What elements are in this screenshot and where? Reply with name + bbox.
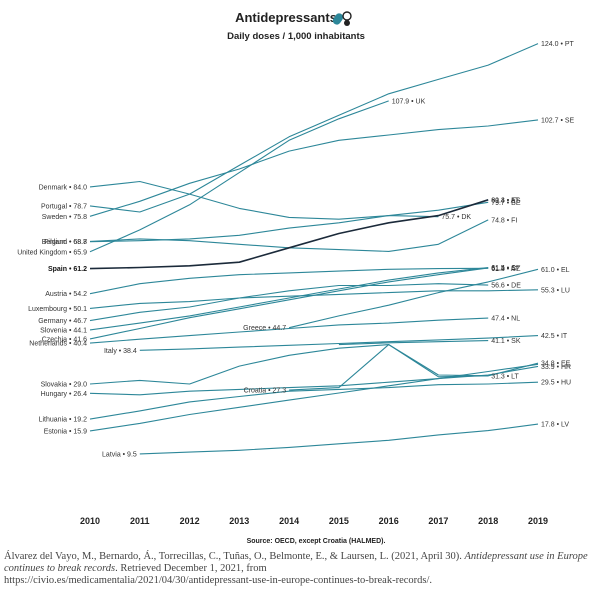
- start-label-estonia: Estonia • 15.9: [44, 428, 87, 435]
- series-line-estonia: [89, 363, 539, 432]
- start-label-denmark: Denmark • 84.0: [39, 184, 87, 191]
- citation-url[interactable]: https://civio.es/medicamentalia/2021/04/…: [4, 575, 433, 586]
- x-tick-2014: 2014: [279, 516, 299, 526]
- series-line-slovakia: [338, 340, 489, 346]
- series-line-luxembourg: [89, 289, 539, 309]
- end-label-denmark: 75.7 • DK: [441, 214, 471, 221]
- series-line-czechia: [89, 267, 489, 340]
- series-line-portugal: [89, 43, 539, 213]
- x-tick-2016: 2016: [379, 516, 399, 526]
- series-line-sweden: [89, 119, 539, 217]
- start-label-luxembourg: Luxembourg • 50.1: [28, 306, 87, 313]
- series-line-netherlands: [89, 317, 489, 344]
- start-label-united-kingdom: United Kingdom • 65.9: [17, 249, 87, 256]
- plot-lines: [89, 43, 539, 455]
- series-line-hungary: [89, 365, 539, 396]
- series-line-croatia: [289, 344, 489, 391]
- x-tick-2019: 2019: [528, 516, 548, 526]
- series-line-italy: [139, 335, 539, 351]
- chart: Antidepressants Daily doses / 1,000 inha…: [17, 10, 574, 545]
- start-label-hungary: Hungary • 26.4: [41, 391, 88, 398]
- citation-title: Antidepressant use in Europe continues t…: [4, 551, 588, 574]
- citation: Álvarez del Vayo, M., Bernardo, Á., Torr…: [4, 551, 594, 587]
- start-label-czechia: Czechia • 41.6: [42, 336, 87, 343]
- start-label-sweden: Sweden • 75.8: [42, 214, 87, 221]
- start-label-slovenia: Slovenia • 44.1: [40, 327, 87, 334]
- series-line-latvia: [139, 423, 539, 455]
- end-label-belgium: 79.7 • BE: [491, 200, 521, 207]
- x-tick-2010: 2010: [80, 516, 100, 526]
- x-axis: 2010 2011 2012 2013 2014 2015 2016 2017 2018 2019: [80, 516, 548, 526]
- end-label-netherlands: 47.4 • NL: [491, 316, 520, 323]
- end-label-lithuania: 29.5 • HU: [541, 380, 571, 387]
- x-tick-2015: 2015: [329, 516, 349, 526]
- start-label-italy: Italy • 38.4: [104, 348, 137, 355]
- x-tick-2018: 2018: [478, 516, 498, 526]
- series-line-austria: [89, 267, 489, 295]
- start-label-austria: Austria • 54.2: [45, 291, 87, 298]
- end-label-spain: 80.4 • ES: [491, 197, 521, 204]
- end-label-slovakia: 41.1 • SK: [491, 338, 521, 345]
- end-label-hungary: 33.9 • HR: [541, 364, 571, 371]
- end-label-spain-highlight: 61.3 • AT: [491, 197, 520, 204]
- plot-labels: Portugal • 78.7 124.0 • PT United Kingdom …: [17, 41, 574, 458]
- start-label-finland: Finland • 68.8: [44, 239, 87, 246]
- start-label-lithuania: Lithuania • 19.2: [39, 417, 87, 424]
- x-tick-2011: 2011: [130, 516, 150, 526]
- x-tick-2013: 2013: [229, 516, 249, 526]
- end-label-italy: 42.5 • IT: [541, 333, 568, 340]
- chart-header: Antidepressants Daily doses / 1,000 inha…: [227, 10, 365, 42]
- series-line-germany: [89, 283, 489, 322]
- end-label-latvia: 17.8 • LV: [541, 422, 569, 429]
- x-tick-2017: 2017: [428, 516, 448, 526]
- series-line-belgium: [89, 201, 489, 243]
- start-label-portugal: Portugal • 78.7: [41, 203, 87, 210]
- end-label-sweden: 102.7 • SE: [541, 117, 575, 124]
- citation-retrieved: . Retrieved December 1, 2021, from: [115, 563, 267, 574]
- end-label-portugal: 124.0 • PT: [541, 41, 575, 48]
- end-label-austria: 61.3 • AT: [491, 266, 520, 273]
- series-line-lithuania: [89, 381, 539, 420]
- series-line-united-kingdom: [89, 100, 389, 253]
- series-line-slovakia-line: [89, 344, 539, 385]
- x-tick-2012: 2012: [180, 516, 200, 526]
- start-label-slovakia-line: Slovakia • 29.0: [41, 382, 88, 389]
- start-label-netherlands: Netherlands • 40.4: [29, 341, 87, 348]
- end-label-greece: 61.0 • EL: [541, 267, 570, 274]
- start-label-germany: Germany • 46.7: [38, 318, 87, 325]
- start-label-latvia: Latvia • 9.5: [102, 451, 137, 458]
- end-label-slovakia-line: 34.8 • EE: [541, 361, 571, 368]
- series-line-spain-highlight: [89, 199, 489, 270]
- series-line-denmark: [89, 180, 439, 220]
- start-label-spain-highlight: Spain • 61.2: [48, 266, 87, 273]
- citation-authors: Álvarez del Vayo, M., Bernardo, Á., Torr…: [4, 551, 465, 562]
- start-label-greece: Greece • 44.7: [243, 325, 286, 332]
- end-label-czechia: 61.4 • CZ: [491, 265, 521, 272]
- chart-source: Source: OECD, except Croatia (HALMED).: [247, 538, 386, 545]
- end-label-finland: 74.8 • FI: [491, 217, 517, 224]
- end-label-luxembourg: 55.3 • LU: [541, 287, 570, 294]
- end-label-croatia: 31.3 • LT: [491, 373, 519, 380]
- start-label-belgium: Belgium • 68.7: [42, 239, 87, 246]
- series-line-greece: [288, 268, 539, 329]
- end-label-united-kingdom: 107.9 • UK: [392, 98, 426, 105]
- end-label-germany: 56.6 • DE: [491, 283, 521, 290]
- pills-icon: [332, 11, 352, 26]
- chart-subtitle: Daily doses / 1,000 inhabitants: [227, 31, 365, 42]
- chart-title: Antidepressants: [235, 10, 337, 25]
- series-line-slovenia: [89, 266, 489, 331]
- start-label-croatia: Croatia • 27.3: [244, 388, 287, 395]
- end-label-slovenia: 61.5 • SI: [491, 265, 518, 272]
